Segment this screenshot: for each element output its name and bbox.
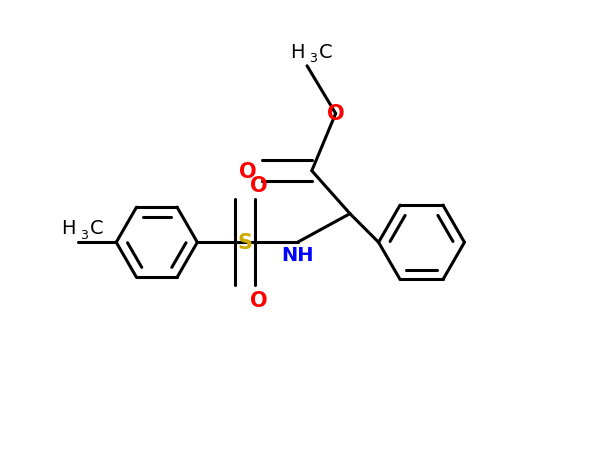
Text: O: O — [250, 290, 267, 310]
Text: C: C — [319, 43, 333, 62]
Text: O: O — [250, 175, 267, 195]
Text: H: H — [61, 219, 76, 238]
Text: NH: NH — [281, 245, 314, 264]
Text: C: C — [90, 219, 104, 238]
Text: 3: 3 — [309, 52, 317, 65]
Text: S: S — [237, 233, 252, 253]
Text: H: H — [290, 43, 305, 62]
Text: 3: 3 — [80, 228, 88, 241]
Text: O: O — [327, 104, 345, 124]
Text: O: O — [239, 161, 257, 181]
